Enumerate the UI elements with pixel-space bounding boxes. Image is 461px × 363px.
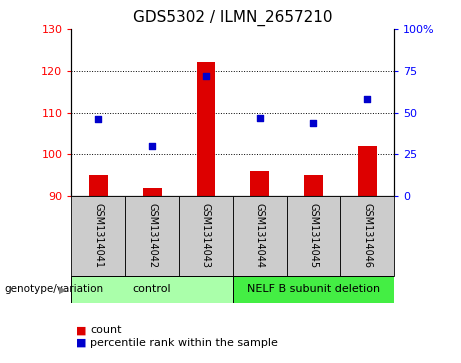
Bar: [125, 196, 179, 276]
Text: NELF B subunit deletion: NELF B subunit deletion: [247, 285, 380, 294]
Point: [95, 116, 102, 122]
Text: genotype/variation: genotype/variation: [5, 285, 104, 294]
Bar: [340, 196, 394, 276]
Text: ■: ■: [76, 325, 87, 335]
Bar: [304, 175, 323, 196]
Text: GSM1314045: GSM1314045: [308, 203, 319, 269]
Bar: [233, 276, 394, 303]
Text: GSM1314043: GSM1314043: [201, 203, 211, 269]
Bar: [233, 196, 287, 276]
Text: GSM1314041: GSM1314041: [93, 203, 103, 269]
Bar: [287, 196, 340, 276]
Point: [148, 143, 156, 149]
Bar: [143, 188, 161, 196]
Point: [256, 115, 263, 121]
Bar: [89, 175, 108, 196]
Text: percentile rank within the sample: percentile rank within the sample: [90, 338, 278, 348]
Bar: [71, 276, 233, 303]
Bar: [179, 196, 233, 276]
Text: GSM1314042: GSM1314042: [147, 203, 157, 269]
Text: ■: ■: [76, 338, 87, 348]
Text: GSM1314046: GSM1314046: [362, 203, 372, 269]
Bar: [250, 171, 269, 196]
Text: GSM1314044: GSM1314044: [254, 203, 265, 269]
Point: [364, 96, 371, 102]
Bar: [71, 196, 125, 276]
Title: GDS5302 / ILMN_2657210: GDS5302 / ILMN_2657210: [133, 10, 332, 26]
Text: ▶: ▶: [59, 285, 67, 294]
Point: [310, 120, 317, 126]
Point: [202, 73, 210, 79]
Text: control: control: [133, 285, 171, 294]
Bar: [358, 146, 377, 196]
Text: count: count: [90, 325, 121, 335]
Bar: [196, 62, 215, 196]
